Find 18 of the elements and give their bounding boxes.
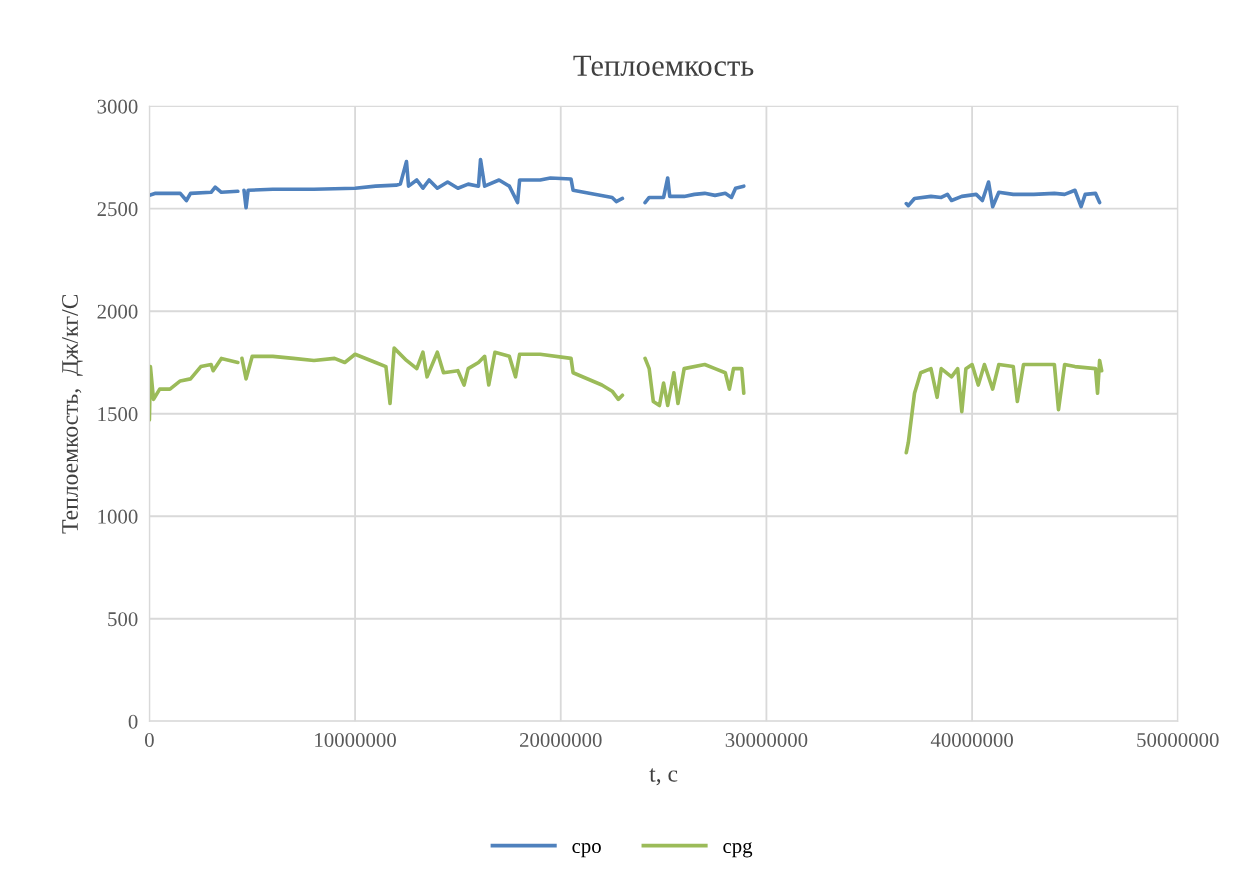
chart-title: Теплоемкость xyxy=(573,55,754,76)
legend-label: cpg xyxy=(723,842,753,858)
x-tick-label: 40000000 xyxy=(930,732,1013,748)
x-axis-title: t, с xyxy=(649,768,678,786)
x-tick-label: 20000000 xyxy=(520,732,602,748)
legend-label: cpo xyxy=(572,843,601,858)
y-tick-label: 2500 xyxy=(97,202,138,217)
x-tick-label: 50000000 xyxy=(1137,732,1219,748)
y-tick-label: 1500 xyxy=(98,407,138,422)
x-tick-label: 30000000 xyxy=(725,732,808,748)
y-tick-label: 500 xyxy=(108,612,138,627)
y-tick-label: 3000 xyxy=(97,99,138,114)
y-tick-label: 2000 xyxy=(97,304,138,319)
y-axis-title: Теплоемкость, Дж/кг/С xyxy=(62,294,83,534)
y-tick-label: 1000 xyxy=(98,509,138,524)
y-tick-label: 0 xyxy=(128,714,138,729)
x-tick-label: 0 xyxy=(144,732,154,748)
x-tick-label: 10000000 xyxy=(315,732,396,748)
